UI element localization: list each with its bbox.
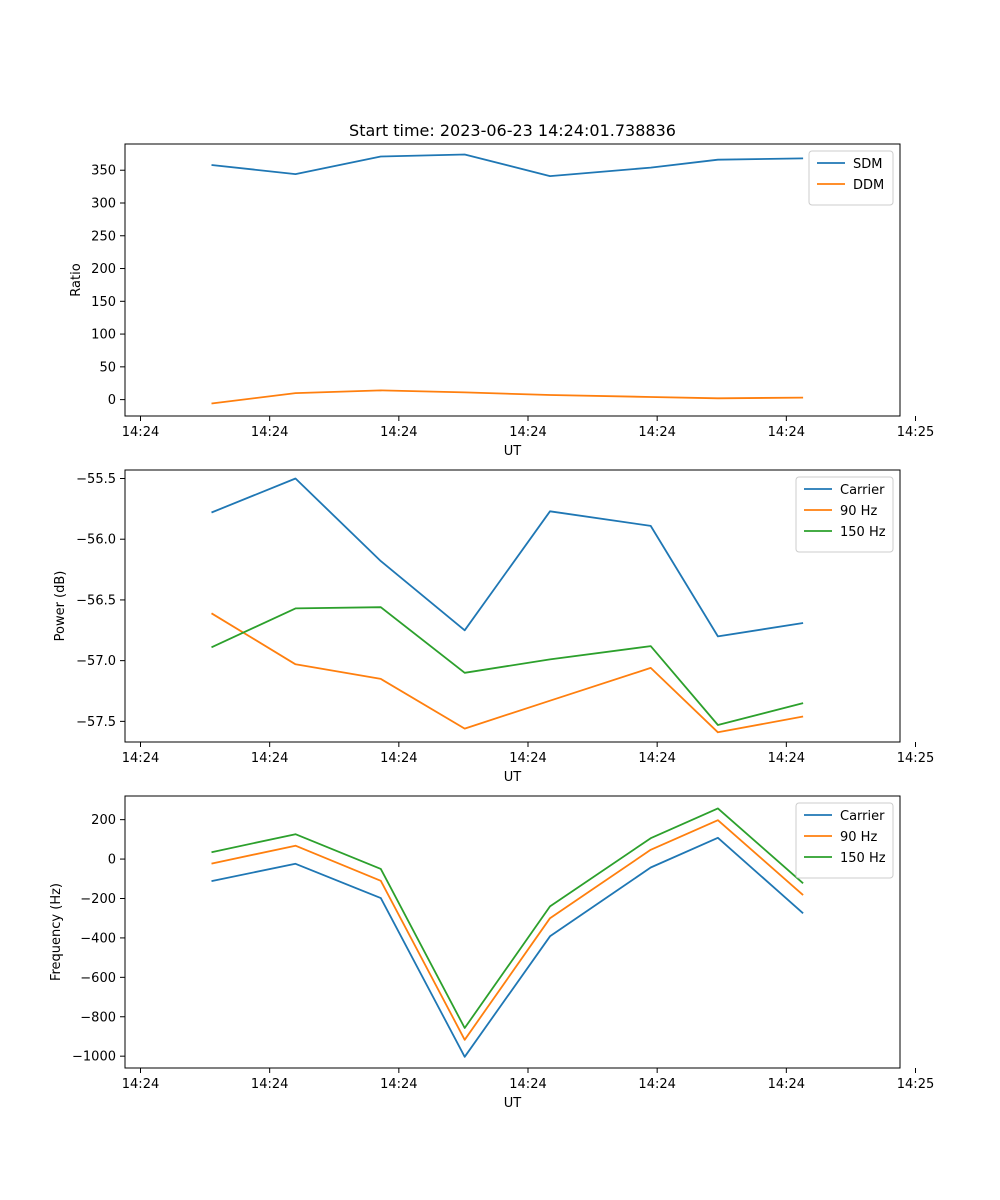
y-tick-label: −57.0 (76, 654, 116, 669)
y-tick-label: −600 (80, 971, 116, 986)
legend-label: 90 Hz (840, 504, 877, 519)
x-tick-label: 14:24 (251, 1077, 288, 1092)
x-tick-label: 14:24 (122, 1077, 159, 1092)
y-tick-label: 200 (91, 813, 116, 828)
x-tick-label: 14:24 (509, 1077, 546, 1092)
x-tick-label: 14:24 (768, 425, 805, 440)
chart-panel-3: 14:24 14:24 14:24 14:24 14:24 14:24 14:25 −1000… (49, 795, 934, 1111)
y-tick-label: 0 (108, 853, 116, 868)
legend-label: Carrier (840, 483, 885, 498)
y-axis-label: Power (dB) (53, 571, 68, 642)
series-line-150-hz (211, 606, 804, 726)
x-tick-label: 14:25 (897, 425, 934, 440)
legend-label: Carrier (840, 809, 885, 824)
x-tick-label: 14:24 (509, 751, 546, 766)
x-tick-label: 14:24 (638, 1077, 675, 1092)
series-line-sdm (211, 153, 804, 178)
series-line-90-hz (211, 819, 804, 1041)
y-tick-label: −400 (80, 931, 116, 946)
plot-frame (124, 143, 901, 417)
y-tick-label: −57.5 (76, 715, 116, 730)
chart-panel-2: 14:24 14:24 14:24 14:24 14:24 14:24 14:25 −57.5… (53, 469, 934, 785)
y-tick-label: 150 (91, 295, 116, 310)
x-axis-label: UT (504, 444, 522, 459)
plot-frame (124, 469, 901, 743)
legend-box (808, 150, 894, 206)
x-tick-label: 14:24 (509, 425, 546, 440)
y-tick-label: 350 (91, 164, 116, 179)
x-tick-label: 14:24 (122, 425, 159, 440)
y-tick-label: 0 (108, 393, 116, 408)
legend-box (795, 476, 894, 553)
y-tick-label: 300 (91, 196, 116, 211)
chart-panel-1: 14:24 14:24 14:24 14:24 14:24 14:24 14:25 0 50 10… (69, 121, 934, 459)
series-line-ddm (211, 389, 804, 405)
series-line-150-hz (211, 807, 804, 1029)
x-tick-label: 14:24 (768, 751, 805, 766)
series-line-90-hz (211, 612, 804, 734)
x-tick-label: 14:24 (380, 425, 417, 440)
y-tick-label: 250 (91, 229, 116, 244)
legend: Carrier 90 Hz 150 Hz (795, 802, 894, 879)
plot-frame (124, 795, 901, 1069)
x-tick-label: 14:24 (251, 751, 288, 766)
legend-label: 150 Hz (840, 525, 886, 540)
series-line-carrier (211, 477, 804, 638)
legend: SDM DDM (808, 150, 894, 206)
x-tick-label: 14:24 (638, 751, 675, 766)
x-tick-label: 14:25 (897, 751, 934, 766)
legend-label: 90 Hz (840, 830, 877, 845)
legend-label: DDM (853, 178, 884, 193)
legend-box (795, 802, 894, 879)
chart-title: Start time: 2023-06-23 14:24:01.738836 (349, 121, 676, 140)
series-line-carrier (211, 836, 804, 1058)
legend-label: 150 Hz (840, 851, 886, 866)
y-axis-label: Frequency (Hz) (49, 883, 64, 981)
legend: Carrier 90 Hz 150 Hz (795, 476, 894, 553)
y-tick-label: 50 (99, 360, 116, 375)
x-tick-label: 14:24 (638, 425, 675, 440)
y-axis-label: Ratio (69, 263, 84, 296)
y-tick-label: −1000 (72, 1050, 116, 1065)
x-axis-label: UT (504, 1096, 522, 1111)
y-tick-label: −200 (80, 892, 116, 907)
x-tick-label: 14:24 (380, 1077, 417, 1092)
x-tick-label: 14:25 (897, 1077, 934, 1092)
x-tick-label: 14:24 (380, 751, 417, 766)
y-tick-label: −55.5 (76, 472, 116, 487)
x-axis-label: UT (504, 770, 522, 785)
y-tick-label: 200 (91, 262, 116, 277)
y-tick-label: −800 (80, 1010, 116, 1025)
x-tick-label: 14:24 (251, 425, 288, 440)
x-tick-label: 14:24 (122, 751, 159, 766)
x-tick-label: 14:24 (768, 1077, 805, 1092)
legend-label: SDM (853, 157, 882, 172)
y-tick-label: −56.0 (76, 533, 116, 548)
y-tick-label: −56.5 (76, 593, 116, 608)
y-tick-label: 100 (91, 328, 116, 343)
